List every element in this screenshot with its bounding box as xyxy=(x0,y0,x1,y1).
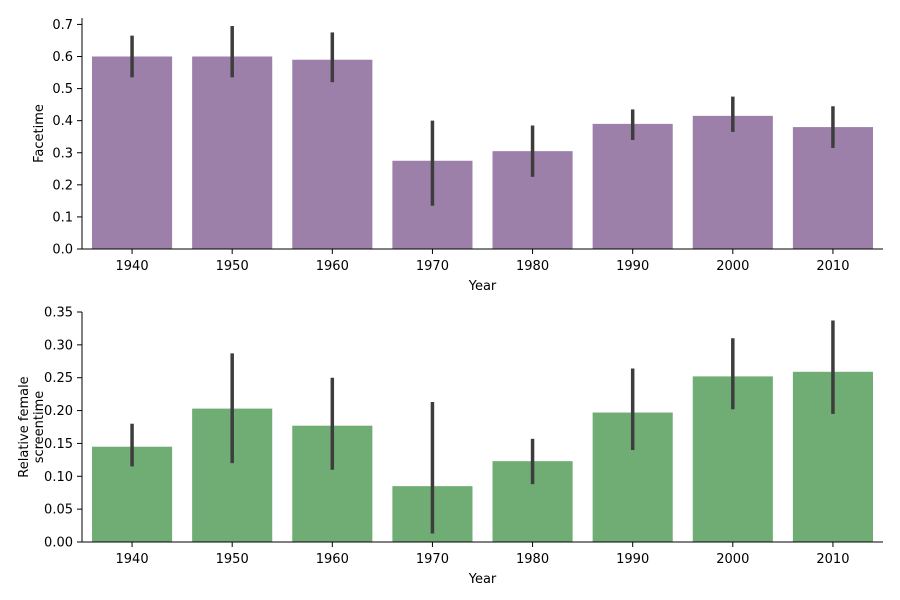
chart-0-bar-1960 xyxy=(292,59,373,250)
chart-1-x-tick-label-1940: 1940 xyxy=(116,552,149,567)
chart-1-x-tick-label-1950: 1950 xyxy=(216,552,249,567)
chart-0-bar-1940 xyxy=(92,56,173,249)
chart-0-y-tick-label-0.1: 0.1 xyxy=(52,210,73,225)
chart-1-y-tick-label-0.35: 0.35 xyxy=(44,306,73,321)
chart-1-y-tick-label-0.25: 0.25 xyxy=(44,371,73,386)
chart-1-y-tick-label-0.20: 0.20 xyxy=(44,404,73,419)
chart-0-x-tick-label-1980: 1980 xyxy=(516,259,549,274)
chart-0-y-tick-label-0.6: 0.6 xyxy=(52,50,73,65)
chart-1-y-tick-label-0.05: 0.05 xyxy=(44,503,73,518)
chart-0-y-tick-label-0.0: 0.0 xyxy=(52,243,73,258)
chart-1-y-axis-label-line-0: Relative female xyxy=(17,376,32,477)
relative-female-screentime-chart: 0.00 0.05 0.10 0.15 0.20 0.25 0.30 0.35 1940 1950… xyxy=(17,306,883,587)
chart-1-x-tick-label-1980: 1980 xyxy=(516,552,549,567)
chart-1-x-axis-label: Year xyxy=(468,572,497,587)
chart-1-x-tick-label-1960: 1960 xyxy=(316,552,349,567)
chart-1-y-tick-label-0.00: 0.00 xyxy=(44,536,73,551)
chart-0-y-axis-label-line-0: Facetime xyxy=(32,104,47,163)
chart-0-x-tick-label-1950: 1950 xyxy=(216,259,249,274)
chart-0-y-tick-label-0.5: 0.5 xyxy=(52,82,73,97)
chart-1-y-tick-label-0.30: 0.30 xyxy=(44,338,73,353)
chart-1-y-tick-label-0.15: 0.15 xyxy=(44,437,73,452)
chart-1-y-tick-label-0.10: 0.10 xyxy=(44,470,73,485)
chart-0-x-tick-label-1960: 1960 xyxy=(316,259,349,274)
chart-0-bar-2000 xyxy=(692,115,773,250)
chart-0-y-tick-label-0.3: 0.3 xyxy=(52,146,73,161)
chart-0-x-tick-label-2010: 2010 xyxy=(816,259,849,274)
chart-0-bar-1990 xyxy=(592,123,673,249)
chart-0-y-tick-label-0.2: 0.2 xyxy=(52,178,73,193)
facetime-chart: 0.0 0.1 0.2 0.3 0.4 0.5 0.6 0.7 1940 1950 1960 1970… xyxy=(32,18,883,294)
chart-0-y-tick-label-0.7: 0.7 xyxy=(52,18,73,33)
chart-0-x-tick-label-1970: 1970 xyxy=(416,259,449,274)
chart-1-x-tick-label-1970: 1970 xyxy=(416,552,449,567)
chart-0-bar-1950 xyxy=(192,56,273,249)
chart-1-y-axis-label-line-1: screentime xyxy=(32,391,47,464)
chart-0-x-axis-label: Year xyxy=(468,279,497,294)
chart-0-y-tick-label-0.4: 0.4 xyxy=(52,114,73,129)
chart-0-x-tick-label-2000: 2000 xyxy=(716,259,749,274)
chart-1-x-tick-label-1990: 1990 xyxy=(616,552,649,567)
chart-0-x-tick-label-1990: 1990 xyxy=(616,259,649,274)
chart-0-x-tick-label-1940: 1940 xyxy=(116,259,149,274)
chart-1-x-tick-label-2010: 2010 xyxy=(816,552,849,567)
chart-1-x-tick-label-2000: 2000 xyxy=(716,552,749,567)
